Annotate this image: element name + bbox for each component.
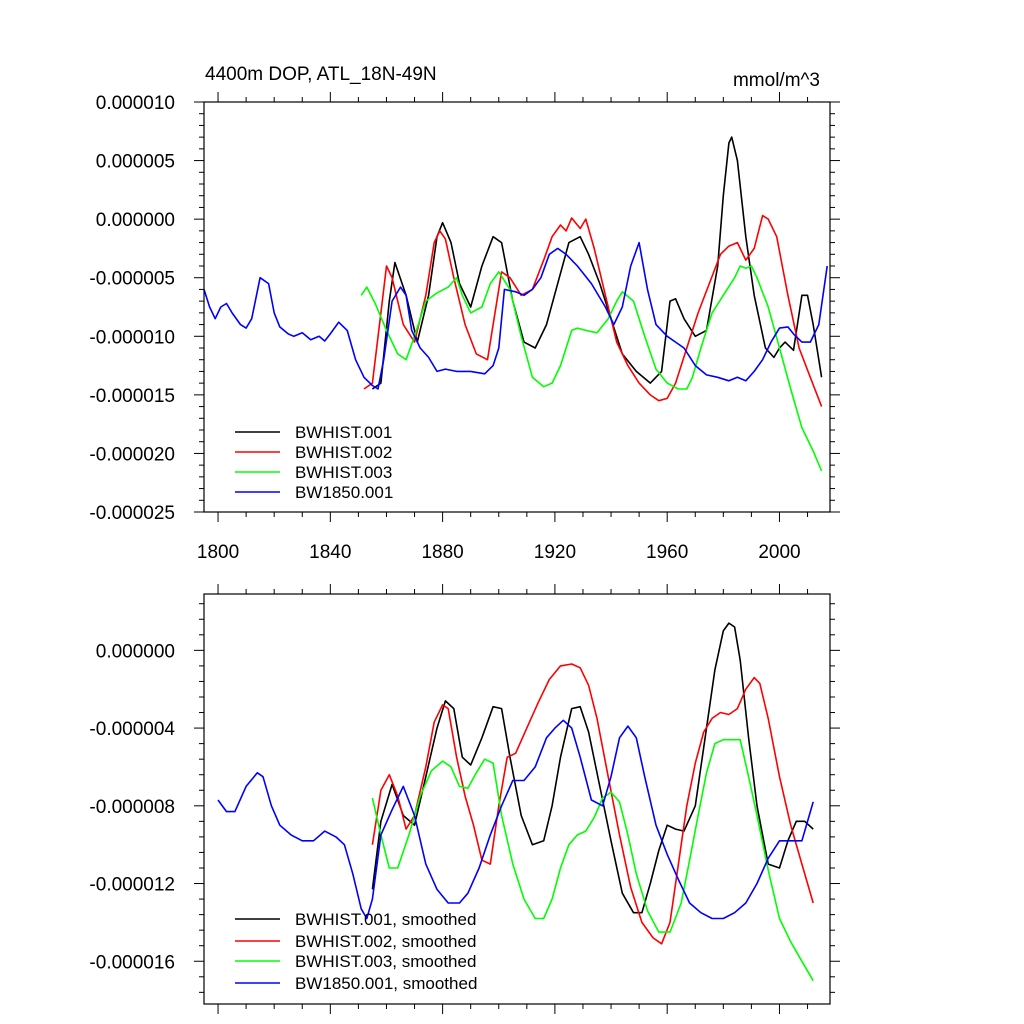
legend-label-bw1850-001-smoothed: BW1850.001, smoothed <box>295 974 477 993</box>
top-y-tick-label: 0.000010 <box>96 93 175 114</box>
top-title-right: mmol/m^3 <box>733 70 820 91</box>
bottom-series-bwhist-001-smoothed <box>371 622 814 914</box>
top-x-tick-label: 1920 <box>534 542 576 563</box>
top-y-tick-label: 0.000000 <box>96 210 175 231</box>
top-x-tick-label: 1880 <box>421 542 463 563</box>
bottom-y-tick-label: -0.000004 <box>89 719 175 740</box>
top-x-tick-label: 2000 <box>758 542 800 563</box>
bottom-series-group <box>217 622 814 982</box>
top-series-bwhist-002 <box>363 214 823 407</box>
legend-label-bwhist-003: BWHIST.003 <box>295 463 392 482</box>
top-title-left: 4400m DOP, ATL_18N-49N <box>205 64 437 85</box>
legend-label-bwhist-002: BWHIST.002 <box>295 443 392 462</box>
bottom-series-bw1850-001-smoothed <box>217 719 814 920</box>
top-series-bwhist-001 <box>371 136 823 390</box>
bottom-ticks: 0.000000 -0.000004 -0.000008 -0.000012 -0.00… <box>89 584 840 1014</box>
top-x-tick-label: 1840 <box>309 542 351 563</box>
legend-label-bw1850-001: BW1850.001 <box>295 483 393 502</box>
top-panel: 4400m DOP, ATL_18N-49N mmol/m^3 1800 1840… <box>89 64 840 563</box>
bottom-series-bwhist-002-smoothed <box>371 663 814 945</box>
bottom-y-tick-label: -0.000016 <box>89 952 175 973</box>
top-series-bw1850-001 <box>203 241 828 390</box>
top-series-group <box>203 136 828 472</box>
bottom-y-tick-label: -0.000008 <box>89 797 175 818</box>
bottom-series-bwhist-003-smoothed <box>371 738 814 982</box>
bottom-plot-frame <box>203 593 831 1005</box>
bottom-y-tick-label: -0.000012 <box>89 875 175 896</box>
bottom-panel: 0.000000 -0.000004 -0.000008 -0.000012 -0.00… <box>89 584 840 1014</box>
top-y-tick-label: -0.000020 <box>89 444 175 465</box>
top-y-tick-label: -0.000015 <box>89 386 175 407</box>
top-x-tick-label: 1960 <box>646 542 688 563</box>
bottom-y-tick-label: 0.000000 <box>96 641 175 662</box>
top-y-tick-label: -0.000025 <box>89 503 175 524</box>
legend-label-bwhist-003-smoothed: BWHIST.003, smoothed <box>295 952 476 971</box>
top-legend: BWHIST.001 BWHIST.002 BWHIST.003 BW1850.… <box>235 423 393 502</box>
top-ticks: 1800 1840 1880 1920 1960 2000 0.000010 0.000005… <box>89 92 840 563</box>
bottom-legend: BWHIST.001, smoothed BWHIST.002, smoothe… <box>235 910 477 993</box>
top-y-tick-label: -0.000005 <box>89 269 175 290</box>
top-series-bwhist-003 <box>360 265 823 472</box>
top-y-tick-label: -0.000010 <box>89 327 175 348</box>
legend-label-bwhist-001: BWHIST.001 <box>295 423 392 442</box>
top-plot-frame <box>203 101 831 513</box>
legend-label-bwhist-001-smoothed: BWHIST.001, smoothed <box>295 910 476 929</box>
top-x-tick-label: 1800 <box>197 542 239 563</box>
legend-label-bwhist-002-smoothed: BWHIST.002, smoothed <box>295 932 476 951</box>
top-y-tick-label: 0.000005 <box>96 152 175 173</box>
